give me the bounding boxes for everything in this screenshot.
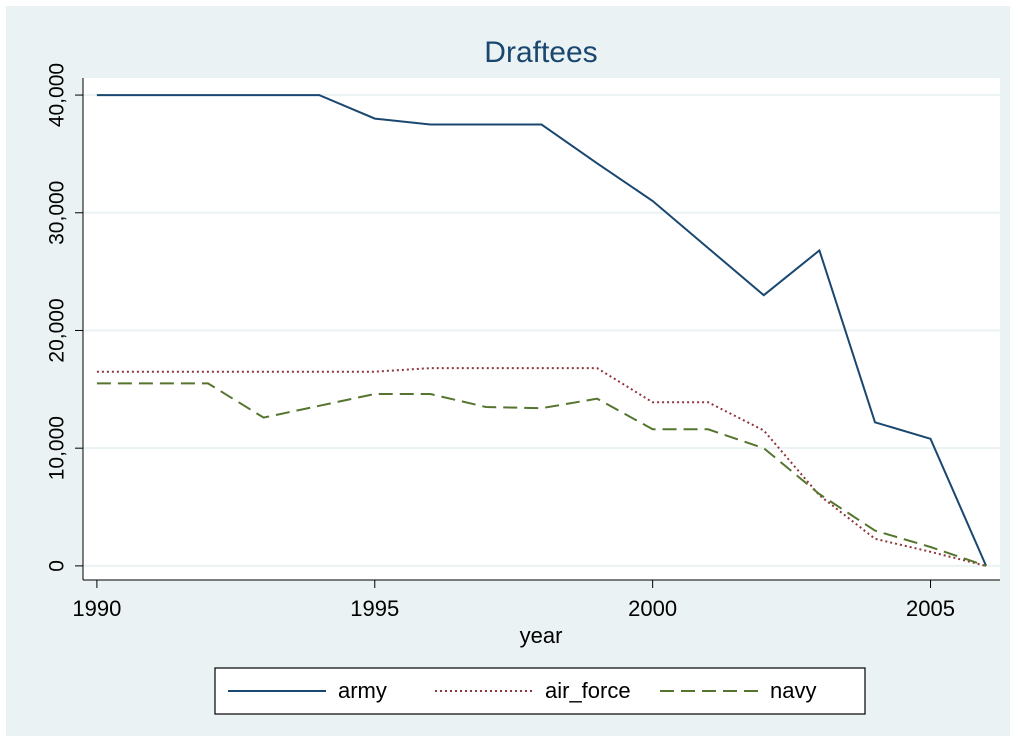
series-line [96, 382, 987, 567]
chart-title: Draftees [484, 36, 597, 69]
x-tick-label: 2000 [628, 596, 677, 621]
y-tick-label: 0 [46, 560, 69, 572]
legend-label: navy [770, 678, 816, 703]
x-tick-label: 1990 [72, 596, 121, 621]
x-axis-label: year [520, 623, 563, 648]
legend-label: army [338, 678, 387, 703]
y-tick-label: 10,000 [46, 416, 69, 480]
legend-label: air_force [545, 678, 631, 703]
y-tick-label: 40,000 [46, 63, 69, 127]
y-tick-label: 30,000 [46, 181, 69, 245]
x-tick-label: 2005 [906, 596, 955, 621]
y-tick-label: 20,000 [46, 298, 69, 362]
series-line [96, 94, 988, 567]
x-tick-label: 1995 [350, 596, 399, 621]
plot-area [83, 78, 1000, 580]
